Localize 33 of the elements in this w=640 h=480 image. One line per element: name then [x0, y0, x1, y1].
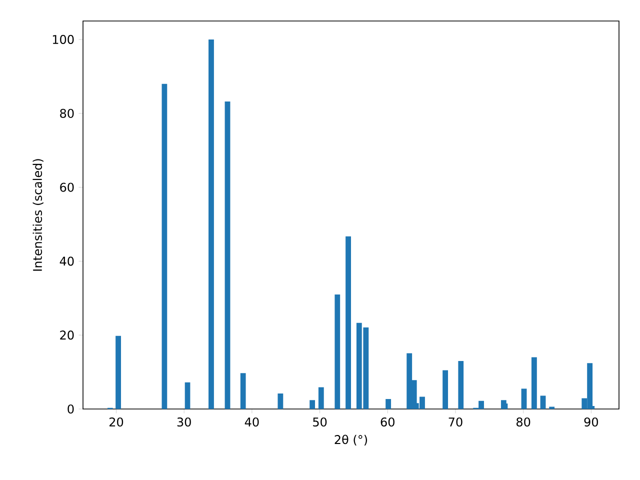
bar	[318, 387, 324, 409]
x-tick-label: 60	[380, 417, 394, 427]
x-tick-label: 30	[177, 417, 191, 427]
bar	[458, 360, 464, 409]
y-tick-label: 20	[60, 330, 74, 340]
x-axis-title: 2θ (°)	[334, 434, 368, 446]
bar	[208, 39, 214, 409]
bar	[224, 102, 230, 409]
bar	[334, 294, 340, 409]
y-tick-label: 80	[60, 108, 74, 118]
x-tick-label: 80	[516, 417, 530, 427]
y-tick-label: 60	[60, 182, 74, 192]
x-tick-label: 90	[584, 417, 598, 427]
bar	[346, 236, 351, 409]
bar	[540, 396, 546, 409]
x-tick-label: 20	[109, 417, 124, 427]
bar	[278, 393, 284, 409]
y-tick-label: 0	[68, 404, 74, 414]
bar	[116, 336, 121, 409]
x-tick-label: 50	[313, 417, 327, 427]
y-tick-label: 40	[60, 256, 74, 266]
bar	[184, 382, 190, 409]
y-tick-label: 100	[52, 34, 74, 44]
x-tick-label: 70	[448, 417, 462, 427]
bar	[310, 400, 316, 409]
bar	[521, 388, 527, 409]
bar	[162, 84, 168, 409]
bar	[531, 357, 537, 409]
bar	[240, 373, 246, 409]
y-axis-title: Intensities (scaled)	[32, 159, 44, 271]
bar	[442, 370, 448, 409]
x-tick-label: 40	[244, 417, 259, 427]
bar	[386, 399, 392, 409]
